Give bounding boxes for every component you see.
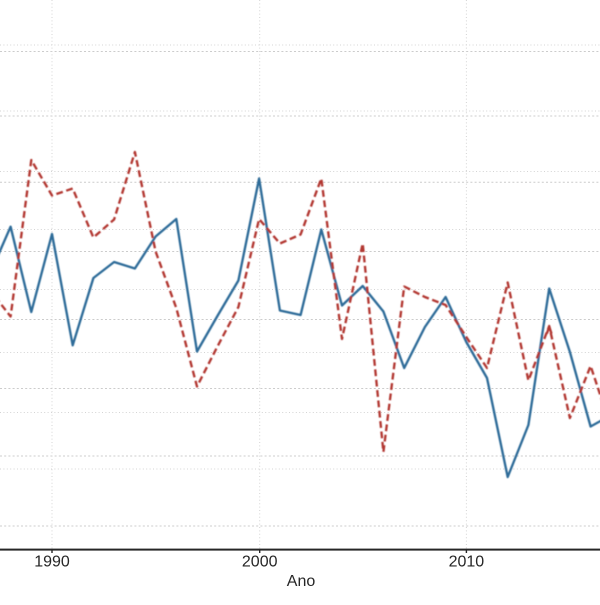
svg-text:1990: 1990 [34, 554, 70, 571]
svg-text:Ano: Ano [287, 573, 316, 590]
svg-text:2010: 2010 [449, 554, 485, 571]
svg-text:2000: 2000 [242, 554, 278, 571]
